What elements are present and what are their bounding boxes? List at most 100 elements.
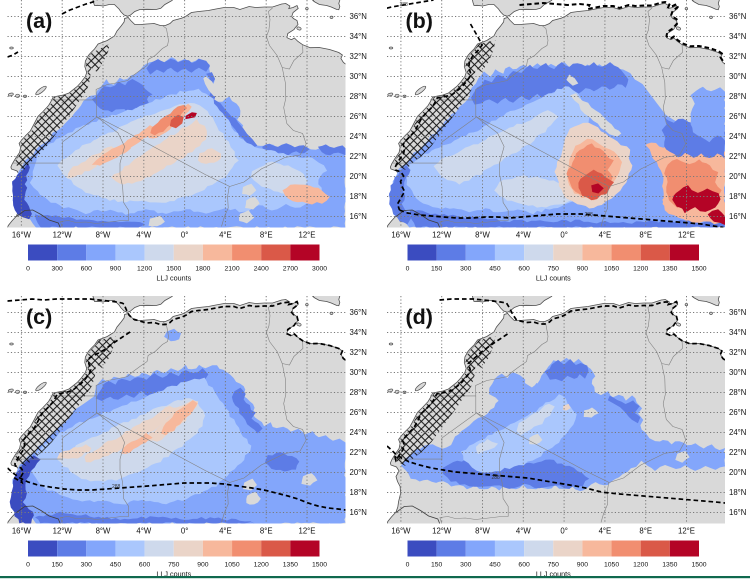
svg-text:30°N: 30°N — [729, 368, 746, 377]
svg-text:16°N: 16°N — [350, 212, 367, 221]
svg-text:20°N: 20°N — [350, 172, 367, 181]
svg-text:24°N: 24°N — [350, 428, 367, 437]
svg-text:32°N: 32°N — [729, 348, 746, 357]
svg-text:34°N: 34°N — [350, 32, 367, 41]
svg-text:36°N: 36°N — [729, 12, 746, 21]
svg-text:300: 300 — [81, 561, 93, 568]
svg-text:18°N: 18°N — [350, 488, 367, 497]
svg-text:LLJ counts: LLJ counts — [156, 274, 191, 283]
svg-text:34°N: 34°N — [729, 328, 746, 337]
svg-text:1050: 1050 — [604, 561, 619, 568]
svg-text:34°N: 34°N — [729, 32, 746, 41]
svg-text:26°N: 26°N — [350, 112, 367, 121]
svg-text:(c): (c) — [26, 305, 52, 329]
svg-text:0°: 0° — [181, 231, 188, 240]
svg-text:26°N: 26°N — [350, 408, 367, 417]
svg-text:12°E: 12°E — [299, 527, 316, 536]
svg-text:18°N: 18°N — [729, 192, 746, 201]
svg-text:1050: 1050 — [224, 561, 239, 568]
svg-text:600: 600 — [518, 561, 530, 568]
svg-text:18°N: 18°N — [350, 192, 367, 201]
svg-text:24°N: 24°N — [350, 132, 367, 141]
svg-text:LLJ counts: LLJ counts — [536, 570, 571, 579]
svg-text:900: 900 — [110, 265, 122, 272]
svg-text:150: 150 — [51, 561, 63, 568]
svg-text:1500: 1500 — [691, 265, 706, 272]
svg-text:1350: 1350 — [662, 561, 677, 568]
svg-text:0: 0 — [406, 561, 410, 568]
svg-text:288: 288 — [400, 2, 409, 8]
svg-text:24°N: 24°N — [729, 132, 746, 141]
svg-text:26°N: 26°N — [729, 112, 746, 121]
svg-text:20°N: 20°N — [350, 468, 367, 477]
svg-text:150: 150 — [431, 265, 443, 272]
svg-text:16°W: 16°W — [391, 231, 411, 240]
svg-text:900: 900 — [577, 561, 589, 568]
svg-text:750: 750 — [548, 265, 560, 272]
svg-text:1200: 1200 — [137, 265, 152, 272]
svg-text:288: 288 — [585, 212, 594, 218]
svg-text:4°E: 4°E — [599, 231, 612, 240]
svg-text:12°W: 12°W — [432, 231, 452, 240]
svg-text:8°E: 8°E — [260, 231, 273, 240]
svg-text:28°N: 28°N — [350, 92, 367, 101]
svg-text:12°E: 12°E — [678, 527, 695, 536]
svg-text:0°: 0° — [181, 527, 188, 536]
svg-text:150: 150 — [431, 561, 443, 568]
svg-text:1350: 1350 — [283, 561, 298, 568]
svg-text:12°E: 12°E — [299, 231, 316, 240]
svg-text:450: 450 — [489, 265, 501, 272]
svg-text:4°W: 4°W — [136, 527, 151, 536]
svg-text:LLJ counts: LLJ counts — [536, 274, 571, 283]
svg-text:26°N: 26°N — [729, 408, 746, 417]
svg-text:36°N: 36°N — [350, 308, 367, 317]
svg-text:2100: 2100 — [224, 265, 239, 272]
svg-text:LLJ counts: LLJ counts — [156, 570, 191, 579]
svg-text:1200: 1200 — [633, 561, 648, 568]
svg-text:36°N: 36°N — [350, 12, 367, 21]
svg-text:450: 450 — [110, 561, 122, 568]
svg-text:900: 900 — [197, 561, 209, 568]
svg-text:30°N: 30°N — [729, 72, 746, 81]
svg-text:16°W: 16°W — [12, 231, 32, 240]
svg-text:4°W: 4°W — [136, 231, 151, 240]
svg-text:4°W: 4°W — [516, 231, 531, 240]
svg-text:22°N: 22°N — [729, 448, 746, 457]
svg-text:8°W: 8°W — [475, 527, 490, 536]
svg-text:0: 0 — [26, 561, 30, 568]
svg-text:16°N: 16°N — [729, 212, 746, 221]
svg-text:(b): (b) — [406, 9, 433, 33]
svg-text:32°N: 32°N — [350, 348, 367, 357]
svg-text:300: 300 — [460, 265, 472, 272]
svg-text:300: 300 — [460, 561, 472, 568]
svg-text:12°W: 12°W — [432, 527, 452, 536]
svg-text:1500: 1500 — [166, 265, 181, 272]
svg-text:0°: 0° — [560, 527, 567, 536]
svg-text:4°E: 4°E — [219, 231, 232, 240]
svg-text:30°N: 30°N — [350, 72, 367, 81]
svg-text:900: 900 — [577, 265, 589, 272]
svg-text:28°N: 28°N — [729, 92, 746, 101]
svg-text:1350: 1350 — [662, 265, 677, 272]
svg-text:(a): (a) — [26, 9, 52, 33]
svg-text:22°N: 22°N — [729, 152, 746, 161]
svg-text:22°N: 22°N — [350, 152, 367, 161]
svg-text:16°W: 16°W — [12, 527, 32, 536]
svg-text:12°E: 12°E — [678, 231, 695, 240]
svg-text:16°N: 16°N — [350, 508, 367, 517]
svg-text:1200: 1200 — [254, 561, 269, 568]
svg-text:36°N: 36°N — [729, 308, 746, 317]
svg-text:0°: 0° — [560, 231, 567, 240]
svg-text:30°N: 30°N — [350, 368, 367, 377]
svg-text:450: 450 — [489, 561, 501, 568]
svg-text:0: 0 — [406, 265, 410, 272]
svg-text:1200: 1200 — [633, 265, 648, 272]
svg-text:1050: 1050 — [604, 265, 619, 272]
svg-text:28°N: 28°N — [729, 388, 746, 397]
svg-text:2700: 2700 — [283, 265, 298, 272]
svg-text:16°N: 16°N — [729, 508, 746, 517]
svg-text:4°W: 4°W — [516, 527, 531, 536]
svg-text:4°E: 4°E — [219, 527, 232, 536]
svg-text:288: 288 — [112, 484, 121, 490]
svg-text:300: 300 — [51, 265, 63, 272]
